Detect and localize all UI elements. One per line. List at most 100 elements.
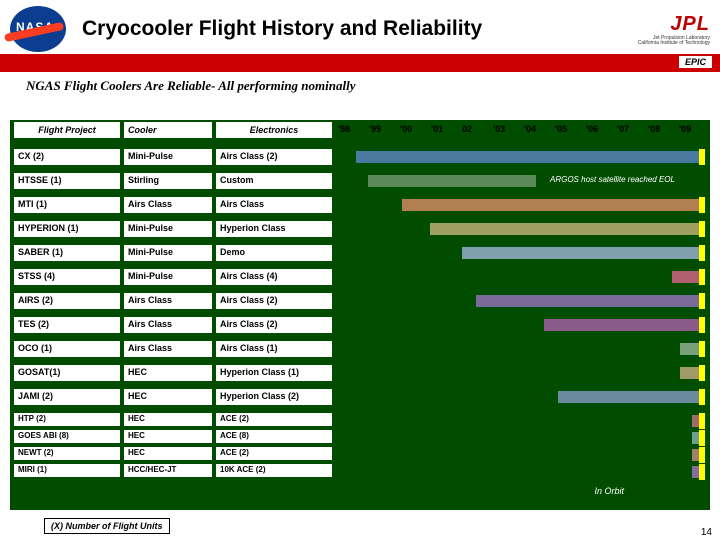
cell-el: 10K ACE (2) <box>216 464 332 477</box>
table-row: HYPERION (1)Mini-PulseHyperion Class <box>10 218 710 242</box>
timeline-bar <box>680 343 702 355</box>
table-row: JAMI (2)HECHyperion Class (2) <box>10 386 710 410</box>
timeline-bar <box>680 367 702 379</box>
cell-co: Airs Class <box>124 293 212 309</box>
year-label: '99 <box>369 124 381 134</box>
cell-el: ACE (8) <box>216 430 332 443</box>
nasa-logo: NASA <box>10 6 66 52</box>
cell-co: HEC <box>124 447 212 460</box>
cell-fp: HTSSE (1) <box>14 173 120 189</box>
year-label: '03 <box>493 124 505 134</box>
cell-fp: NEWT (2) <box>14 447 120 460</box>
cell-el: Airs Class <box>216 197 332 213</box>
year-label: '09 <box>679 124 691 134</box>
table-header-row: Flight Project Cooler Electronics '98 '99… <box>10 120 710 142</box>
page-number: 14 <box>699 527 714 538</box>
cell-co: Airs Class <box>124 197 212 213</box>
cell-fp: MIRI (1) <box>14 464 120 477</box>
row-note: ARGOS host satellite reached EOL <box>550 175 675 184</box>
timeline-bar <box>692 432 702 444</box>
table-row: STSS (4)Mini-PulseAirs Class (4) <box>10 266 710 290</box>
cell-el: Airs Class (2) <box>216 149 332 165</box>
table-row: SABER (1)Mini-PulseDemo <box>10 242 710 266</box>
timeline-bar <box>558 391 702 403</box>
cell-fp: STSS (4) <box>14 269 120 285</box>
timeline-bar <box>368 175 536 187</box>
cell-co: HCC/HEC-JT <box>124 464 212 477</box>
cell-co: HEC <box>124 430 212 443</box>
jpl-sub2: California Institute of Technology <box>610 41 710 46</box>
epic-badge: EPIC <box>679 56 712 68</box>
cell-co: HEC <box>124 365 212 381</box>
cell-el: Custom <box>216 173 332 189</box>
cell-fp: OCO (1) <box>14 341 120 357</box>
col-header-project: Flight Project <box>14 122 120 138</box>
timeline-bar <box>476 295 702 307</box>
col-header-electronics: Electronics <box>216 122 332 138</box>
cell-el: Airs Class (4) <box>216 269 332 285</box>
cell-el: ACE (2) <box>216 447 332 460</box>
table-row: HTP (2)HECACE (2) <box>10 410 710 427</box>
cell-el: Airs Class (2) <box>216 317 332 333</box>
year-label: '05 <box>555 124 567 134</box>
year-label: '08 <box>648 124 660 134</box>
table-row: MIRI (1) HCC/HEC-JT 10K ACE (2) <box>10 461 710 478</box>
jpl-logo: JPL Jet Propulsion Laboratory California… <box>610 13 710 46</box>
cell-el: ACE (2) <box>216 413 332 426</box>
cell-co: HEC <box>124 389 212 405</box>
cell-el: Airs Class (2) <box>216 293 332 309</box>
year-label: '06 <box>586 124 598 134</box>
table-row: MTI (1)Airs ClassAirs Class <box>10 194 710 218</box>
cell-fp: SABER (1) <box>14 245 120 261</box>
table-row: HTSSE (1)StirlingCustom ARGOS host satell… <box>10 170 710 194</box>
col-header-cooler: Cooler <box>124 122 212 138</box>
cell-el: Demo <box>216 245 332 261</box>
cell-co: Mini-Pulse <box>124 269 212 285</box>
subtitle: NGAS Flight Coolers Are Reliable- All pe… <box>0 72 720 98</box>
cell-el: Hyperion Class (2) <box>216 389 332 405</box>
timeline-bar <box>356 151 702 163</box>
nasa-text: NASA <box>16 20 54 34</box>
cell-fp: TES (2) <box>14 317 120 333</box>
year-label: '01 <box>431 124 443 134</box>
cell-co: Airs Class <box>124 317 212 333</box>
year-label: 02 <box>462 124 472 134</box>
table-row: CX (2)Mini-PulseAirs Class (2) <box>10 146 710 170</box>
timeline-bar <box>692 449 702 461</box>
timeline-bar <box>672 271 702 283</box>
page-title: Cryocooler Flight History and Reliabilit… <box>82 17 610 41</box>
cell-fp: GOES ABI (8) <box>14 430 120 443</box>
red-bar: EPIC <box>0 54 720 72</box>
cell-co: Mini-Pulse <box>124 221 212 237</box>
header: NASA Cryocooler Flight History and Relia… <box>0 0 720 54</box>
in-orbit-label: In Orbit <box>594 486 624 496</box>
cell-co: HEC <box>124 413 212 426</box>
cell-co: Mini-Pulse <box>124 149 212 165</box>
chart-area: Flight Project Cooler Electronics '98 '99… <box>10 120 710 510</box>
cell-co: Mini-Pulse <box>124 245 212 261</box>
year-label: '07 <box>617 124 629 134</box>
table-row: GOES ABI (8) HEC ACE (8) <box>10 427 710 444</box>
cell-fp: HYPERION (1) <box>14 221 120 237</box>
cell-el: Airs Class (1) <box>216 341 332 357</box>
cell-fp: AIRS (2) <box>14 293 120 309</box>
timeline-bar <box>462 247 702 259</box>
jpl-text: JPL <box>610 13 710 36</box>
table-row: GOSAT(1)HECHyperion Class (1) <box>10 362 710 386</box>
cell-fp: GOSAT(1) <box>14 365 120 381</box>
cell-co: Stirling <box>124 173 212 189</box>
timeline-bar <box>402 199 702 211</box>
table-row: AIRS (2)Airs ClassAirs Class (2) <box>10 290 710 314</box>
cell-fp: MTI (1) <box>14 197 120 213</box>
cell-co: Airs Class <box>124 341 212 357</box>
table-row: OCO (1)Airs ClassAirs Class (1) <box>10 338 710 362</box>
year-label: '04 <box>524 124 536 134</box>
year-label: '98 <box>338 124 350 134</box>
timeline-bar <box>692 415 702 427</box>
timeline-bar <box>544 319 702 331</box>
year-label: '00 <box>400 124 412 134</box>
cell-fp: CX (2) <box>14 149 120 165</box>
table-row: NEWT (2) HEC ACE (2) <box>10 444 710 461</box>
timeline-bar <box>692 466 702 478</box>
timeline-bar <box>430 223 702 235</box>
